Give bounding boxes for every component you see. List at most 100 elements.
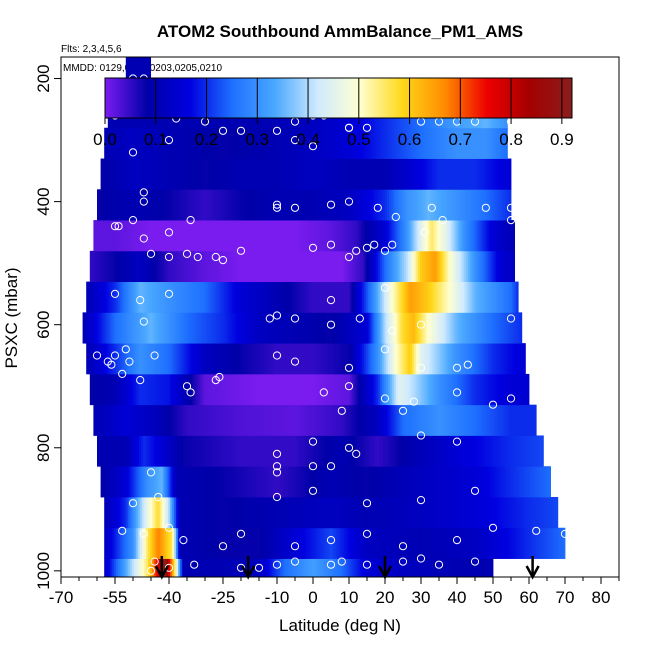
heatmap-cell	[188, 558, 191, 577]
heatmap-cell	[298, 343, 301, 375]
heatmap-cell	[342, 527, 345, 559]
heatmap-cell	[266, 127, 269, 159]
heatmap-cell	[257, 189, 260, 221]
heatmap-cell	[462, 127, 465, 159]
heatmap-cell	[230, 281, 233, 313]
heatmap-cell	[462, 466, 465, 498]
heatmap-cell	[125, 404, 128, 436]
heatmap-cell	[255, 373, 259, 406]
heatmap-cell	[424, 158, 427, 190]
heatmap-cell	[143, 220, 146, 252]
heatmap-cell	[482, 466, 485, 498]
heatmap-cell	[472, 312, 475, 344]
heatmap-cell	[422, 281, 425, 313]
heatmap-cell	[169, 435, 172, 467]
heatmap-cell	[366, 497, 369, 529]
heatmap-cell	[232, 281, 235, 313]
heatmap-cell	[138, 343, 141, 375]
heatmap-cell	[247, 435, 250, 467]
heatmap-cell	[348, 497, 351, 529]
heatmap-cell	[408, 466, 411, 498]
heatmap-cell	[374, 558, 377, 577]
heatmap-cell	[447, 220, 450, 252]
heatmap-cell	[363, 220, 366, 252]
heatmap-cell	[485, 250, 489, 283]
heatmap-cell	[172, 343, 175, 375]
heatmap-cell	[510, 497, 513, 529]
heatmap-cell	[310, 312, 313, 344]
sample-point	[186, 388, 195, 397]
heatmap-cell	[363, 435, 366, 467]
heatmap-cell	[412, 281, 415, 313]
heatmap-cell	[138, 158, 141, 190]
heatmap-cell	[445, 250, 449, 283]
heatmap-cell	[344, 312, 347, 344]
heatmap-cell	[475, 404, 478, 436]
heatmap-cell	[405, 189, 408, 221]
heatmap-cell	[234, 281, 237, 313]
heatmap-cell	[404, 497, 407, 529]
heatmap-cell	[240, 343, 243, 375]
heatmap-cell	[458, 127, 461, 159]
heatmap-cell	[371, 189, 374, 221]
heatmap-cell	[426, 527, 429, 559]
heatmap-cell	[127, 373, 131, 406]
heatmap-cell	[335, 404, 338, 436]
heatmap-cell	[452, 343, 455, 375]
heatmap-cell	[221, 404, 224, 436]
heatmap-cell	[416, 281, 419, 313]
heatmap-cell	[307, 189, 310, 221]
heatmap-cell	[202, 527, 205, 559]
heatmap-cell	[411, 373, 415, 406]
heatmap-cell	[380, 558, 383, 577]
heatmap-cell	[247, 373, 251, 406]
heatmap-cell	[531, 435, 534, 467]
sample-point	[164, 252, 174, 262]
sample-point	[326, 320, 336, 329]
heatmap-cell	[237, 250, 241, 283]
sample-point	[182, 249, 192, 258]
sample-point	[128, 499, 138, 508]
heatmap-cell	[432, 343, 435, 375]
heatmap-cell	[425, 435, 428, 467]
heatmap-cell	[198, 343, 201, 375]
heatmap-cells	[82, 57, 566, 577]
heatmap-cell	[238, 158, 241, 190]
heatmap-cell	[520, 466, 523, 498]
heatmap-cell	[380, 312, 383, 344]
heatmap-cell	[474, 527, 477, 559]
heatmap-cell	[494, 527, 497, 559]
sample-point	[215, 372, 224, 382]
heatmap-cell	[466, 158, 469, 190]
heatmap-cell	[223, 220, 226, 252]
heatmap-cell	[500, 527, 503, 559]
x-tick-label: -40	[157, 588, 182, 607]
heatmap-cell	[459, 435, 462, 467]
heatmap-cell	[312, 558, 315, 577]
heatmap-cell	[188, 312, 191, 344]
heatmap-cell	[490, 281, 493, 313]
heatmap-cell	[358, 343, 361, 375]
heatmap-cell	[188, 466, 191, 498]
sample-point	[506, 394, 516, 403]
heatmap-cell	[92, 281, 95, 313]
heatmap-cell	[395, 404, 398, 436]
heatmap-cell	[177, 220, 180, 252]
heatmap-cell	[130, 497, 133, 529]
heatmap-cell	[362, 527, 365, 559]
heatmap-cell	[364, 343, 367, 375]
heatmap-cell	[337, 435, 340, 467]
heatmap-cell	[228, 497, 231, 529]
heatmap-cell	[210, 558, 213, 577]
heatmap-cell	[130, 466, 133, 498]
heatmap-cell	[520, 527, 523, 559]
heatmap-cell	[271, 189, 274, 221]
heatmap-cell	[451, 250, 455, 283]
heatmap-cell	[342, 497, 345, 529]
heatmap-cell	[137, 404, 140, 436]
heatmap-cell	[376, 497, 379, 529]
heatmap-cell	[444, 281, 447, 313]
heatmap-cell	[340, 466, 343, 498]
heatmap-cell	[191, 220, 194, 252]
heatmap-cell	[190, 127, 193, 159]
